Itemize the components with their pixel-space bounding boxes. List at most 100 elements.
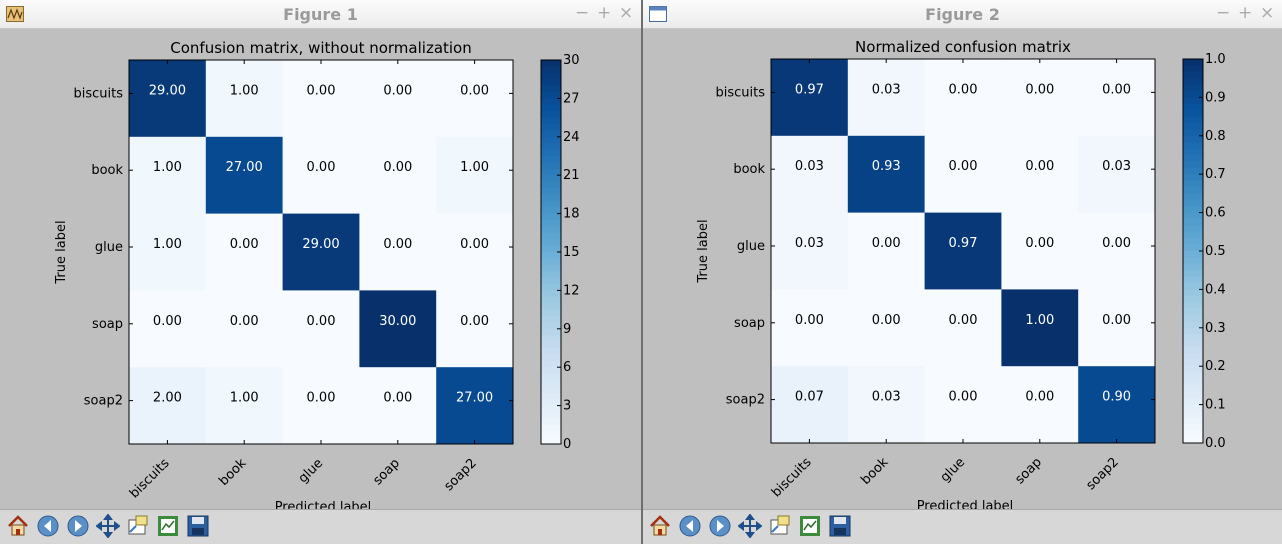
matrix-cell: [359, 136, 437, 215]
y-tick-label: glue: [737, 239, 765, 254]
colorbar-segment: [541, 322, 561, 330]
cell-value-label: 0.00: [1025, 390, 1054, 405]
configure-subplots-button[interactable]: [155, 513, 181, 539]
pan-button[interactable]: [737, 513, 763, 539]
colorbar-segment: [1183, 167, 1203, 175]
zoom-icon: [770, 515, 790, 535]
zoom-button[interactable]: [767, 513, 793, 539]
colorbar-tick-label: 0.9: [1205, 90, 1226, 105]
figure-1-window: Figure 1 − + × Confusion matrix, without…: [0, 0, 641, 544]
back-button[interactable]: [677, 513, 703, 539]
minimize-icon[interactable]: −: [575, 3, 590, 23]
plot-canvas[interactable]: Confusion matrix, without normalization 2…: [0, 29, 641, 509]
colorbar-segment: [1183, 385, 1203, 393]
forward-button[interactable]: [707, 513, 733, 539]
matrix-cell: [1078, 59, 1156, 137]
colorbar-segment: [1183, 129, 1203, 137]
title-bar[interactable]: Figure 1 − + ×: [0, 0, 641, 29]
colorbar-segment: [541, 418, 561, 426]
colorbar-tick-label: 30: [563, 53, 580, 68]
home-button[interactable]: [647, 513, 673, 539]
forward-arrow-icon: [67, 515, 89, 537]
confusion-matrix-chart: Confusion matrix, without normalization 2…: [54, 39, 580, 509]
matrix-cell: [282, 290, 360, 368]
colorbar-segment: [1183, 174, 1203, 182]
cell-value-label: 29.00: [149, 83, 186, 98]
colorbar-segment: [1183, 103, 1203, 111]
colorbar-segment: [1183, 123, 1203, 130]
window-title: Figure 2: [925, 5, 1000, 24]
cell-value-label: 0.00: [872, 313, 901, 328]
cell-value-label: 0.00: [383, 391, 412, 406]
title-bar[interactable]: Figure 2 − + ×: [643, 0, 1282, 29]
matrix-cell: [436, 136, 514, 215]
colorbar-segment: [541, 188, 561, 195]
x-axis-label: Predicted label: [275, 500, 372, 509]
y-tick-label: book: [733, 162, 765, 177]
colorbar-segment: [541, 194, 561, 202]
colorbar-tick-label: 0.5: [1205, 244, 1226, 259]
save-button[interactable]: [185, 513, 211, 539]
matrix-cell: [436, 213, 514, 291]
colorbar-segment: [1183, 135, 1203, 143]
colorbar-segment: [541, 149, 561, 157]
colorbar-segment: [1183, 71, 1203, 79]
colorbar-segment: [1183, 321, 1203, 329]
matrix-cell: [359, 367, 437, 445]
colorbar-segment: [1183, 334, 1203, 342]
colorbar-segment: [1183, 295, 1203, 303]
matrix-cell: [1078, 135, 1156, 214]
cell-value-label: 0.00: [383, 83, 412, 98]
colorbar-segment: [541, 104, 561, 112]
maximize-icon[interactable]: +: [597, 3, 612, 23]
x-tick-label: glue: [938, 455, 968, 485]
matrix-cell: [771, 59, 849, 137]
close-icon[interactable]: ×: [1260, 3, 1275, 23]
colorbar-segment: [541, 111, 561, 119]
colorbar-segment: [541, 277, 561, 285]
colorbar-segment: [1183, 327, 1203, 335]
y-tick-label: biscuits: [715, 85, 765, 100]
colorbar-segment: [541, 168, 561, 176]
colorbar-segment: [541, 124, 561, 131]
configure-subplots-icon: [800, 516, 820, 536]
plot-canvas[interactable]: Normalized confusion matrix 0.97 0.03 0.00 0…: [643, 29, 1282, 509]
colorbar-segment: [1183, 187, 1203, 194]
cell-value-label: 0.00: [307, 83, 336, 98]
chart-title: Normalized confusion matrix: [855, 38, 1071, 56]
colorbar-segment: [1183, 199, 1203, 207]
configure-subplots-icon: [158, 516, 178, 536]
forward-arrow-icon: [709, 515, 731, 537]
configure-subplots-button[interactable]: [797, 513, 823, 539]
forward-button[interactable]: [65, 513, 91, 539]
zoom-button[interactable]: [125, 513, 151, 539]
close-icon[interactable]: ×: [619, 3, 634, 23]
colorbar-segment: [1183, 116, 1203, 124]
cell-value-label: 0.00: [949, 159, 978, 174]
y-tick-label: soap: [92, 317, 123, 332]
x-tick-label: soap: [370, 456, 402, 488]
colorbar-segment: [1183, 257, 1203, 265]
save-button[interactable]: [827, 513, 853, 539]
colorbar-segment: [1183, 212, 1203, 220]
colorbar-segment: [1183, 219, 1203, 226]
minimize-icon[interactable]: −: [1216, 3, 1231, 23]
x-tick-label: biscuits: [127, 456, 173, 502]
colorbar-segment: [1183, 417, 1203, 425]
matrix-cell: [771, 289, 849, 367]
colorbar-segment: [541, 252, 561, 259]
home-button[interactable]: [5, 513, 31, 539]
matrix-cell: [282, 367, 360, 445]
matrix-cell: [1001, 59, 1079, 137]
maximize-icon[interactable]: +: [1238, 3, 1253, 23]
colorbar-segment: [541, 309, 561, 317]
colorbar-segment: [541, 98, 561, 106]
cell-value-label: 0.00: [460, 83, 489, 98]
colorbar-segment: [541, 437, 561, 445]
pan-button[interactable]: [95, 513, 121, 539]
colorbar-segment: [1183, 302, 1203, 310]
matrix-cell: [924, 135, 1002, 214]
cell-value-label: 0.03: [795, 236, 824, 251]
x-axis-label: Predicted label: [917, 499, 1014, 509]
back-button[interactable]: [35, 513, 61, 539]
